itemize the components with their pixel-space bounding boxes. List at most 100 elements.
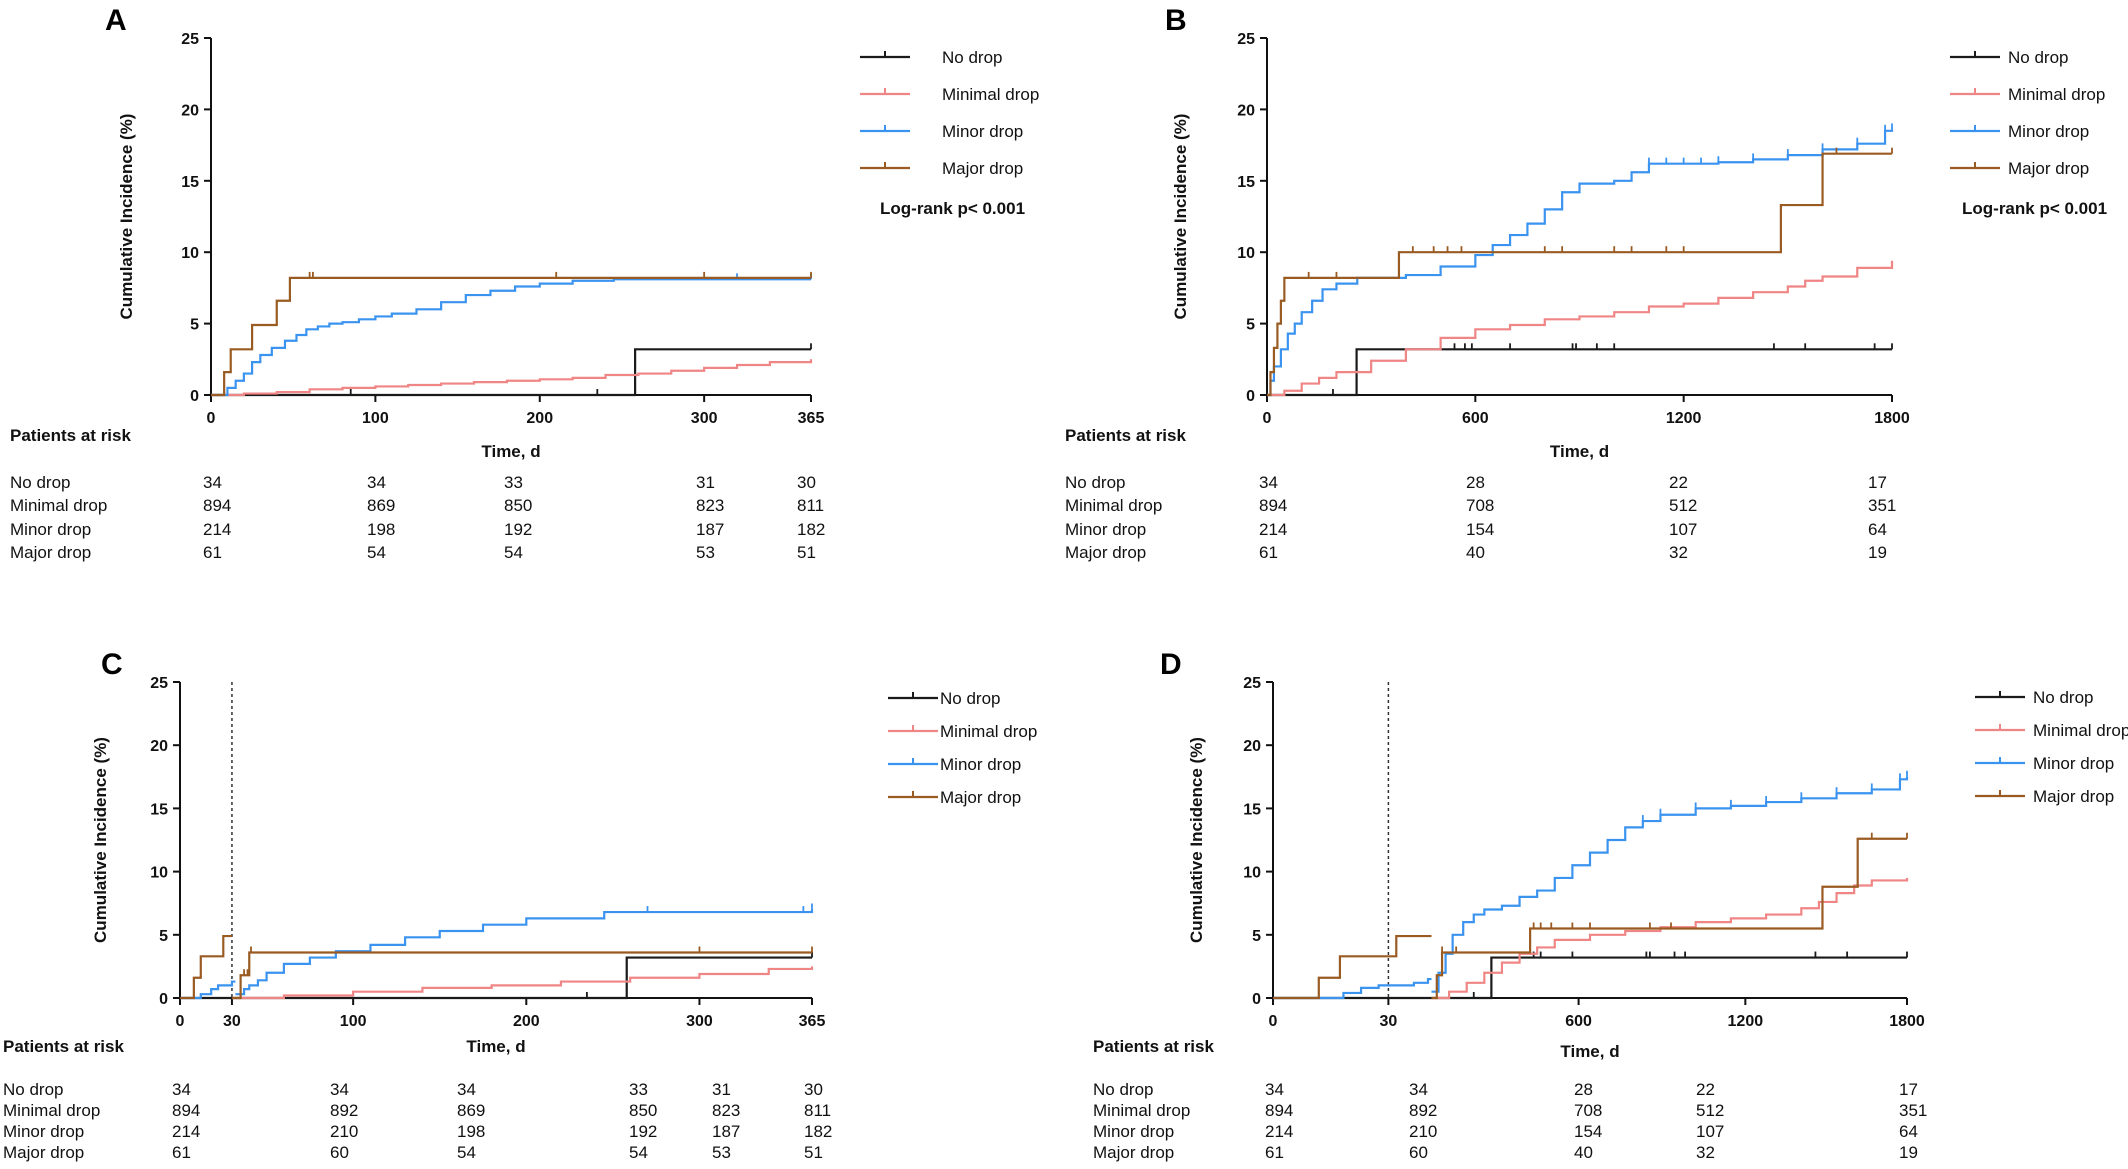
- risk-value: 154: [1466, 520, 1494, 539]
- y-tick-label: 20: [1243, 738, 1261, 755]
- risk-value: 34: [457, 1080, 476, 1099]
- risk-value: 60: [1409, 1143, 1428, 1162]
- y-tick-label: 25: [150, 675, 168, 692]
- risk-value: 869: [457, 1101, 485, 1120]
- y-tick-label: 15: [181, 174, 199, 191]
- legend-entry: Major drop: [940, 788, 1021, 807]
- risk-table-header: Patients at risk: [1065, 426, 1186, 445]
- panel-label: A: [105, 4, 127, 37]
- risk-value: 34: [367, 473, 386, 492]
- risk-value: 182: [804, 1122, 832, 1141]
- x-tick-label: 600: [1462, 410, 1489, 427]
- risk-row-label: Minimal drop: [3, 1101, 100, 1120]
- legend-entry: No drop: [942, 48, 1002, 67]
- risk-value: 187: [712, 1122, 740, 1141]
- risk-value: 708: [1574, 1101, 1602, 1120]
- risk-value: 51: [797, 543, 816, 562]
- x-tick-label: 30: [1379, 1013, 1397, 1030]
- x-tick-label: 0: [207, 410, 216, 427]
- x-axis-label: Time, d: [466, 1037, 525, 1056]
- risk-value: 28: [1466, 473, 1485, 492]
- risk-row-label: No drop: [10, 473, 70, 492]
- y-tick-label: 0: [159, 991, 168, 1008]
- risk-value: 53: [712, 1143, 731, 1162]
- risk-value: 54: [504, 543, 523, 562]
- legend-entry: No drop: [2008, 48, 2068, 67]
- risk-row-label: Major drop: [1093, 1143, 1174, 1162]
- y-tick-label: 5: [190, 317, 199, 334]
- x-tick-label: 300: [686, 1013, 713, 1030]
- y-tick-label: 15: [1237, 174, 1255, 191]
- x-tick-label: 365: [799, 1013, 826, 1030]
- risk-value: 40: [1574, 1143, 1593, 1162]
- legend-entry: Minimal drop: [2033, 721, 2128, 740]
- risk-table-header: Patients at risk: [3, 1037, 124, 1056]
- risk-value: 34: [172, 1080, 191, 1099]
- risk-value: 61: [1259, 543, 1278, 562]
- risk-value: 40: [1466, 543, 1485, 562]
- risk-value: 34: [1265, 1080, 1284, 1099]
- panel-d: D 0 5 10 15 20 25 0 30 600 1200 1800 Cumulative Inci…: [1093, 648, 2128, 1162]
- risk-table-header: Patients at risk: [1093, 1037, 1214, 1056]
- y-tick-label: 0: [1252, 991, 1261, 1008]
- risk-value: 850: [504, 496, 532, 515]
- risk-value: 210: [1409, 1122, 1437, 1141]
- risk-row-label: Minimal drop: [1093, 1101, 1190, 1120]
- risk-value: 182: [797, 520, 825, 539]
- risk-value: 61: [203, 543, 222, 562]
- x-tick-label: 0: [1263, 410, 1272, 427]
- legend-entry: Minor drop: [2008, 122, 2089, 141]
- y-tick-label: 25: [1243, 675, 1261, 692]
- x-tick-label: 200: [513, 1013, 540, 1030]
- y-tick-label: 10: [150, 865, 168, 882]
- series-line-no-drop: [1273, 956, 1907, 1000]
- y-axis-label: Cumulative Incidence (%): [91, 737, 110, 943]
- series-line-minimal-drop: [231, 966, 814, 1000]
- risk-row-label: No drop: [1065, 473, 1125, 492]
- panel-c: C 0 5 10 15 20 25 0 30 100 200 300 365 Cumulative Inc…: [3, 648, 1037, 1162]
- risk-value: 17: [1899, 1080, 1918, 1099]
- panel-a: A 0 5 10 15 20 25 0 100 200 300 365 Cumulative Incid…: [10, 4, 1039, 562]
- x-tick-label: 200: [526, 410, 553, 427]
- y-tick-label: 20: [181, 102, 199, 119]
- y-tick-label: 5: [1252, 928, 1261, 945]
- series-line-minor-drop: [211, 278, 811, 397]
- risk-value: 31: [712, 1080, 731, 1099]
- x-tick-label: 0: [176, 1013, 185, 1030]
- risk-value: 33: [629, 1080, 648, 1099]
- x-tick-label: 100: [362, 410, 389, 427]
- risk-row-label: Minor drop: [1065, 520, 1146, 539]
- logrank-annotation: Log-rank p< 0.001: [1962, 199, 2107, 218]
- risk-value: 30: [804, 1080, 823, 1099]
- legend-entry: No drop: [940, 689, 1000, 708]
- risk-value: 19: [1899, 1143, 1918, 1162]
- risk-value: 53: [696, 543, 715, 562]
- series-line-major-drop: [1273, 837, 1907, 1000]
- x-tick-label: 300: [691, 410, 718, 427]
- risk-value: 19: [1868, 543, 1887, 562]
- risk-value: 811: [804, 1101, 831, 1120]
- risk-value: 107: [1669, 520, 1697, 539]
- x-axis-label: Time, d: [481, 442, 540, 461]
- y-tick-label: 10: [181, 245, 199, 262]
- y-tick-label: 15: [1243, 801, 1261, 818]
- risk-value: 51: [804, 1143, 823, 1162]
- risk-value: 32: [1669, 543, 1688, 562]
- risk-value: 351: [1868, 496, 1896, 515]
- legend-entry: Major drop: [942, 159, 1023, 178]
- y-tick-label: 0: [190, 388, 199, 405]
- x-tick-label: 365: [798, 410, 825, 427]
- risk-value: 22: [1669, 473, 1688, 492]
- y-tick-label: 25: [181, 31, 199, 48]
- series-line-major-drop: [1267, 152, 1892, 397]
- risk-value: 34: [1409, 1080, 1428, 1099]
- y-tick-label: 20: [1237, 102, 1255, 119]
- risk-value: 892: [1409, 1101, 1437, 1120]
- risk-value: 192: [629, 1122, 657, 1141]
- risk-value: 34: [1259, 473, 1278, 492]
- series-line-no-drop: [180, 956, 812, 1000]
- legend-entry: Minimal drop: [2008, 85, 2105, 104]
- panel-label: C: [101, 648, 123, 681]
- risk-value: 892: [330, 1101, 358, 1120]
